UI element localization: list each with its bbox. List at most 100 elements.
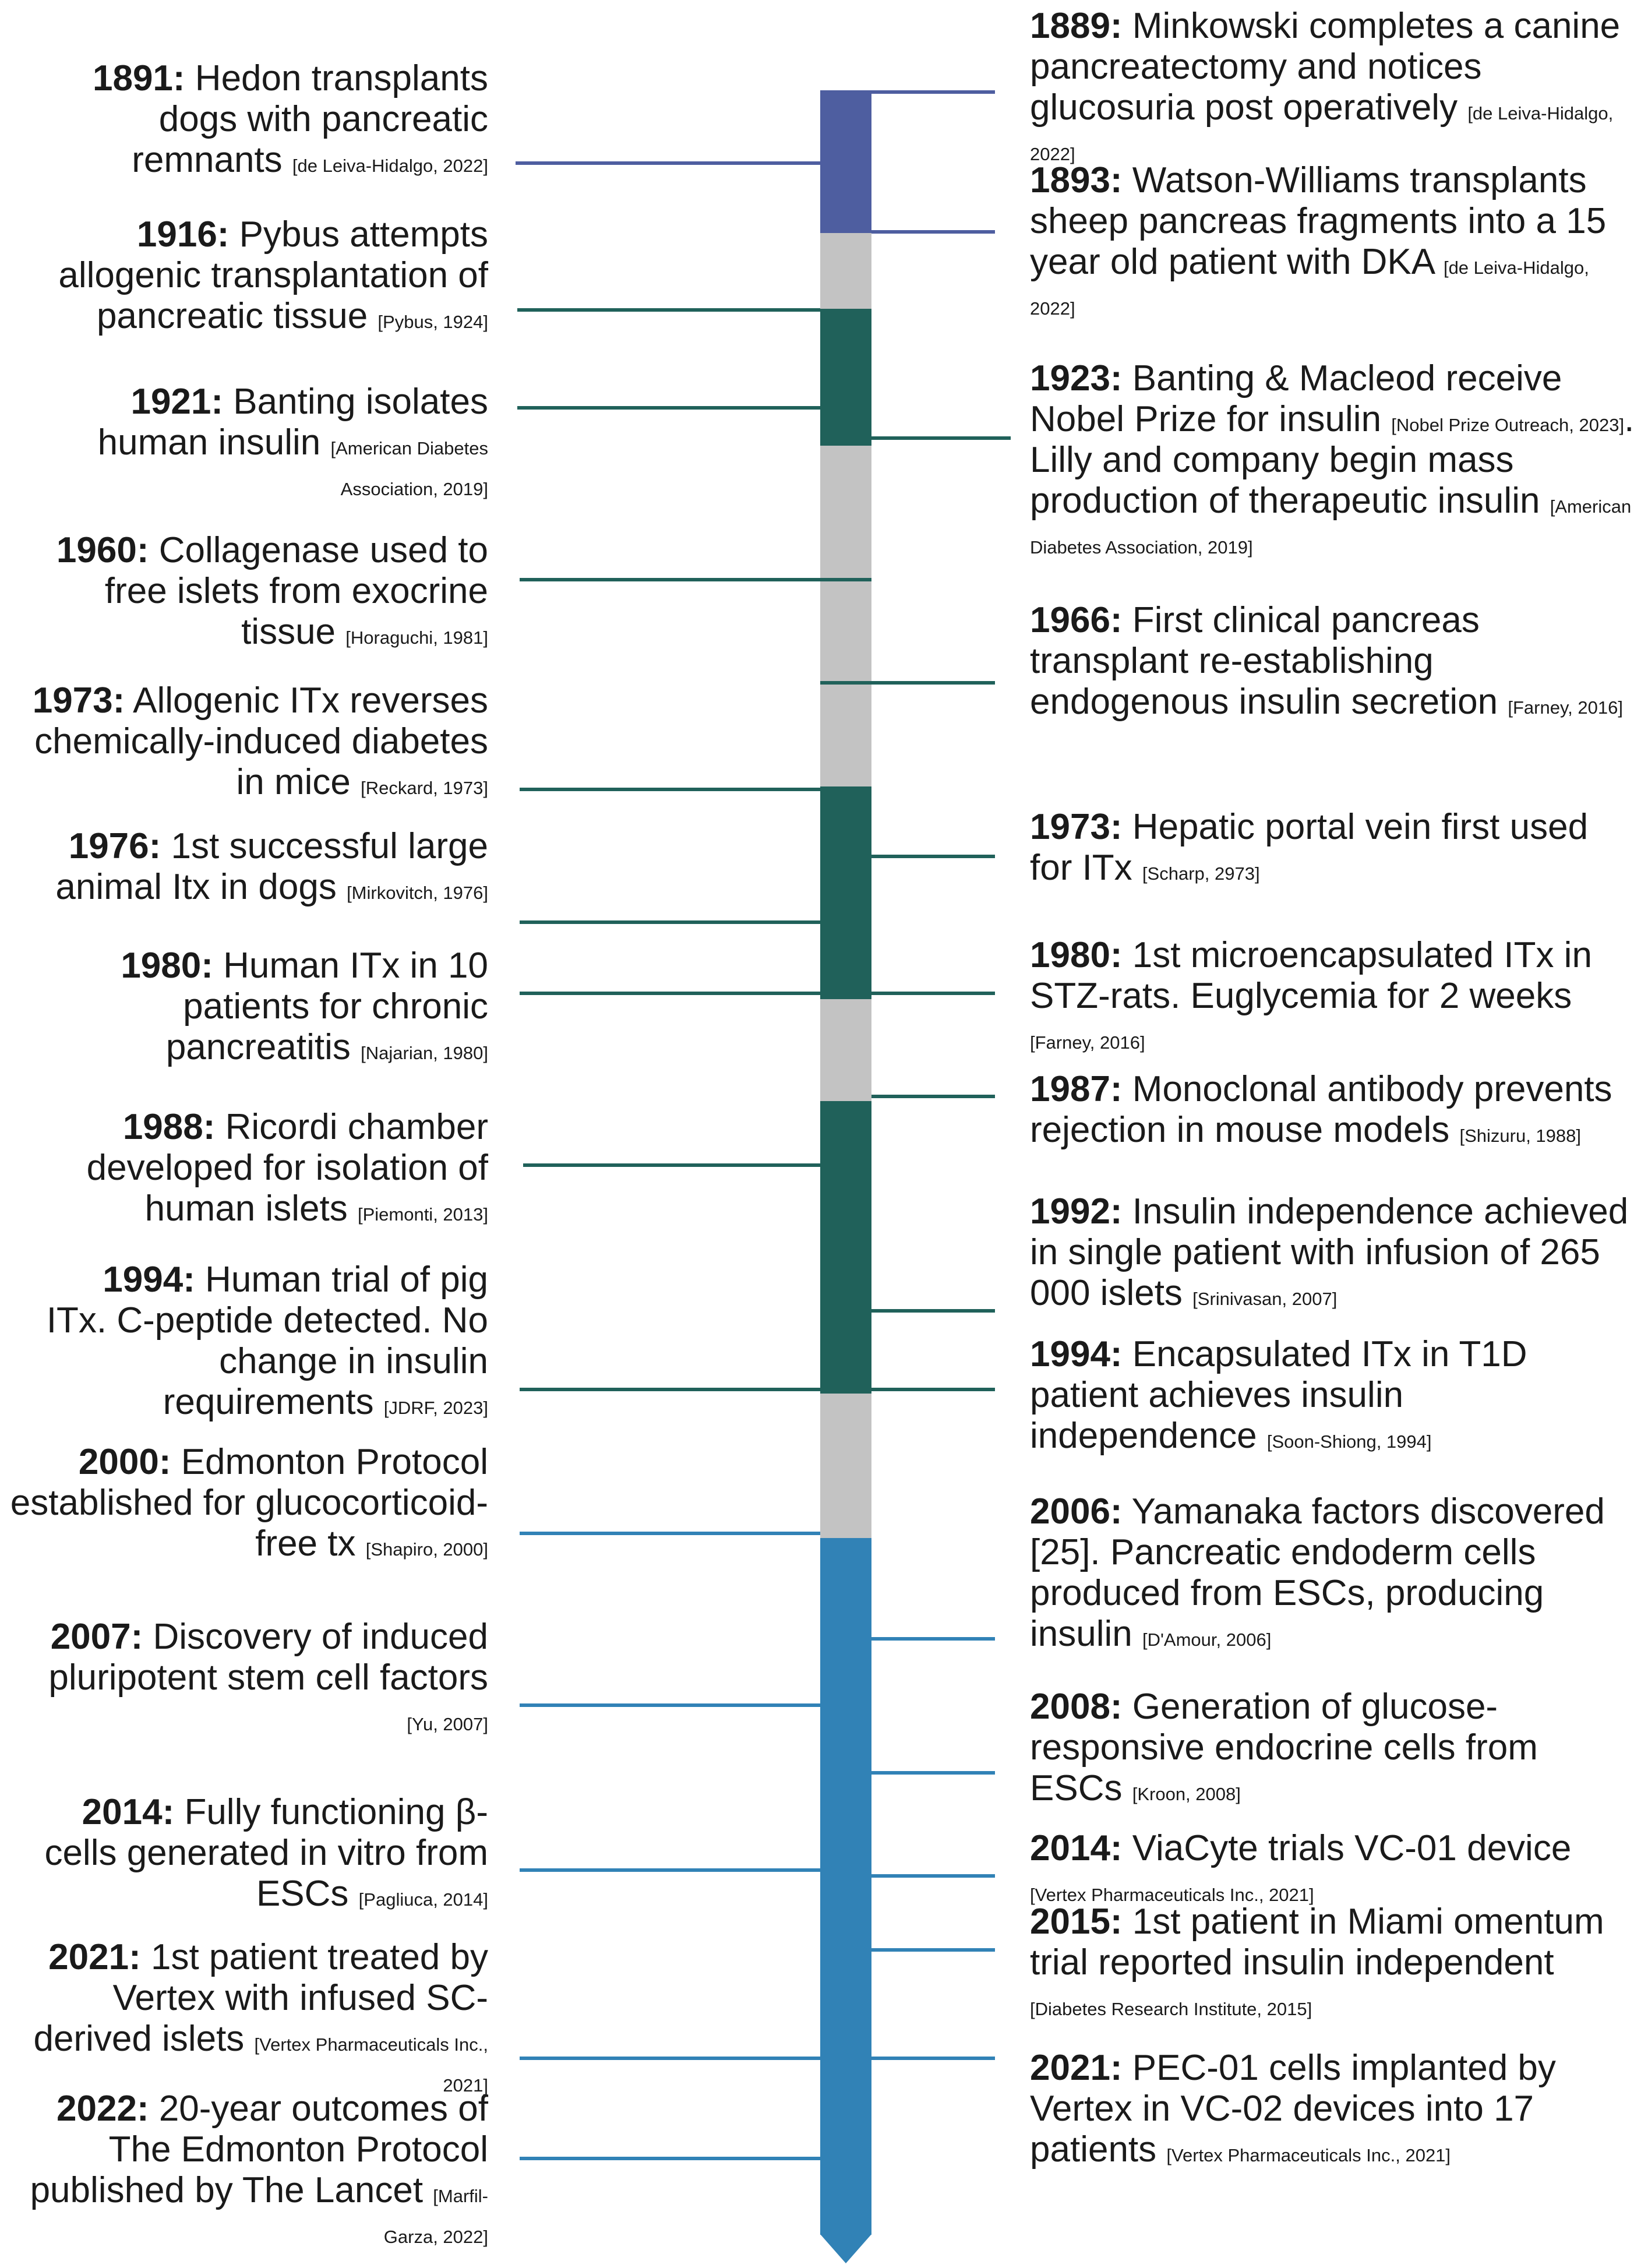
event-year: 1966: [1030, 600, 1123, 640]
event-citation: [de Leiva-Hidalgo, 2022] [292, 156, 488, 176]
timeline-segment [820, 309, 871, 446]
event-citation: [Horaguchi, 1981] [345, 627, 488, 648]
event-text: 1st successful large animal Itx in dogs [55, 826, 488, 907]
event-left: 2014: Fully functioning β-cells generate… [34, 1792, 488, 1914]
event-right: 1987: Monoclonal antibody prevents rejec… [1030, 1069, 1636, 1151]
event-right: 2006: Yamanaka factors discovered [25]. … [1030, 1491, 1612, 1655]
event-text: Insulin independence achieved in single … [1030, 1191, 1629, 1313]
timeline-segment [820, 446, 871, 787]
event-text: 20-year outcomes of The Edmonton Protoco… [30, 2089, 488, 2210]
timeline-segment [820, 786, 871, 1000]
event-citation: [Yu, 2007] [407, 1714, 488, 1734]
timeline-segment [820, 233, 871, 309]
event-text: Discovery of induced pluripotent stem ce… [48, 1617, 488, 1698]
event-citation: [D'Amour, 2006] [1142, 1629, 1272, 1650]
event-right: 1973: Hepatic portal vein first used for… [1030, 807, 1612, 888]
event-text: Pybus attempts allogenic transplantation… [58, 214, 488, 336]
event-text: PEC-01 cells implanted by Vertex in VC-0… [1030, 2048, 1556, 2170]
timeline-segment [820, 1101, 871, 1394]
event-text: First clinical pancreas transplant re-es… [1030, 600, 1498, 722]
event-left: 2007: Discovery of induced pluripotent s… [34, 1617, 488, 1739]
event-citation: [Mirkovitch, 1976] [347, 883, 488, 903]
event-citation: [Nobel Prize Outreach, 2023] [1391, 415, 1625, 435]
timeline-segment [820, 90, 871, 234]
timeline-segment [820, 1394, 871, 1539]
event-left: 2021: 1st patient treated by Vertex with… [0, 1937, 488, 2100]
connector-lines [516, 90, 1011, 2160]
event-year: 2014: [82, 1792, 175, 1832]
event-year: 1992: [1030, 1191, 1123, 1232]
event-right: 1889: Minkowski completes a canine pancr… [1030, 6, 1636, 169]
event-text: . Lilly and company begin mass productio… [1030, 399, 1635, 521]
event-citation: [JDRF, 2023] [383, 1398, 488, 1418]
event-citation: [Reckard, 1973] [361, 778, 488, 798]
event-right: 1980: 1st microencapsulated ITx in STZ-r… [1030, 935, 1630, 1057]
timeline-segment [820, 999, 871, 1102]
event-citation: [Soon-Shiong, 1994] [1266, 1431, 1432, 1452]
event-year: 1889: [1030, 6, 1123, 46]
event-text: Fully functioning β-cells generated in v… [44, 1792, 488, 1914]
event-right: 1994: Encapsulated ITx in T1D patient ac… [1030, 1334, 1612, 1456]
event-right: 2008: Generation of glucose-responsive e… [1030, 1687, 1612, 1809]
event-citation: [Vertex Pharmaceuticals Inc., 2021] [254, 2034, 488, 2096]
event-left: 1891: Hedon transplants dogs with pancre… [45, 58, 488, 181]
event-year: 1960: [56, 530, 149, 570]
event-text: Human trial of pig ITx. C-peptide detect… [46, 1260, 488, 1422]
event-left: 1921: Banting isolates human insulin [Am… [45, 382, 488, 504]
event-left: 1960: Collagenase used to free islets fr… [45, 530, 488, 652]
event-citation: [de Leiva-Hidalgo, 2022] [1030, 258, 1589, 319]
event-text: 1st microencapsulated ITx in STZ-rats. E… [1030, 935, 1592, 1016]
event-text: Hepatic portal vein first used for ITx [1030, 807, 1589, 888]
event-citation: [Srinivasan, 2007] [1192, 1289, 1338, 1309]
timeline-segment [820, 1538, 871, 2235]
event-right: 2015: 1st patient in Miami omentum trial… [1030, 1902, 1636, 2024]
event-text: Yamanaka factors discovered [25]. Pancre… [1030, 1491, 1605, 1654]
event-year: 1994: [1030, 1334, 1123, 1374]
event-year: 1923: [1030, 358, 1123, 398]
event-year: 2014: [1030, 1828, 1123, 1868]
event-text: Watson-Williams transplants sheep pancre… [1030, 160, 1607, 282]
event-year: 2007: [50, 1617, 143, 1657]
event-year: 1976: [68, 826, 161, 866]
event-left: 1973: Allogenic ITx reverses chemically-… [10, 680, 488, 803]
event-text: Collagenase used to free islets from exo… [104, 530, 488, 652]
event-left: 1976: 1st successful large animal Itx in… [10, 826, 488, 908]
event-citation: [Vertex Pharmaceuticals Inc., 2021] [1166, 2145, 1451, 2165]
event-citation: [American Diabetes Association, 2019] [330, 438, 488, 499]
event-text: Banting & Macleod receive Nobel Prize fo… [1030, 358, 1562, 439]
event-citation: [American Diabetes Association, 2019] [1030, 496, 1632, 558]
event-text: Encapsulated ITx in T1D patient achieves… [1030, 1334, 1527, 1456]
event-citation: [Farney, 2016] [1508, 697, 1623, 718]
event-left: 2022: 20-year outcomes of The Edmonton P… [0, 2089, 488, 2252]
event-citation: [Marfil-Garza, 2022] [383, 2186, 488, 2247]
event-year: 1973: [1030, 807, 1123, 847]
event-text: 1st patient treated by Vertex with infus… [33, 1937, 488, 2059]
event-year: 2006: [1030, 1491, 1123, 1532]
event-right: 2021: PEC-01 cells implanted by Vertex i… [1030, 2048, 1612, 2170]
event-citation: [Piemonti, 2013] [357, 1204, 488, 1225]
event-right: 1992: Insulin independence achieved in s… [1030, 1191, 1636, 1314]
event-citation: [Scharp, 2973] [1142, 863, 1260, 884]
event-year: 1893: [1030, 160, 1123, 200]
event-text: Minkowski completes a canine pancreatect… [1030, 6, 1621, 128]
event-text: Human ITx in 10 patients for chronic pan… [165, 946, 488, 1067]
event-left: 1980: Human ITx in 10 patients for chron… [45, 946, 488, 1068]
event-citation: [Kroon, 2008] [1132, 1784, 1241, 1804]
event-year: 1980: [121, 946, 213, 986]
event-year: 1994: [103, 1260, 195, 1300]
event-citation: [Shizuru, 1988] [1459, 1126, 1582, 1146]
event-citation: [Pybus, 1924] [377, 312, 488, 332]
event-text: Monoclonal antibody prevents rejection i… [1030, 1069, 1612, 1150]
event-left: 1916: Pybus attempts allogenic transplan… [45, 214, 488, 337]
event-year: 1921: [130, 382, 224, 422]
event-year: 1973: [32, 680, 125, 721]
event-text: Banting isolates human insulin [97, 382, 488, 463]
event-year: 1891: [92, 58, 185, 98]
event-citation: [de Leiva-Hidalgo, 2022] [1030, 103, 1614, 164]
event-year: 2008: [1030, 1687, 1123, 1727]
event-citation: [Vertex Pharmaceuticals Inc., 2021] [1030, 1885, 1314, 1905]
event-text: Generation of glucose-responsive endocri… [1030, 1687, 1538, 1808]
event-year: 1980: [1030, 935, 1123, 975]
